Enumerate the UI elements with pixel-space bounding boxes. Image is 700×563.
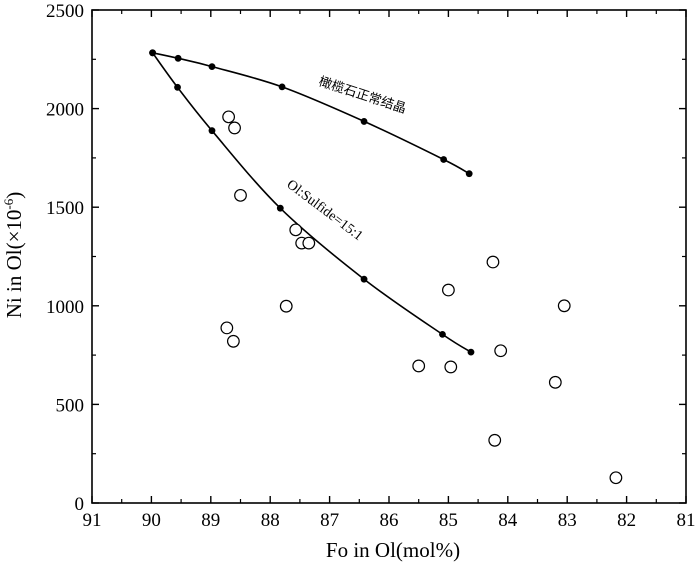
points: [149, 49, 623, 485]
filled-data-point: [149, 49, 156, 57]
y-tick-label: 1500: [46, 198, 84, 219]
open-data-point: [220, 321, 234, 335]
x-tick-label: 81: [677, 510, 696, 531]
x-tick-label: 91: [83, 510, 102, 531]
filled-data-point: [174, 83, 181, 91]
x-tick-label: 90: [142, 510, 161, 531]
filled-data-point: [174, 54, 182, 62]
filled-data-point: [439, 330, 446, 338]
open-data-point: [609, 471, 623, 485]
open-data-point: [289, 223, 303, 237]
open-data-point: [486, 255, 500, 269]
x-tick-label: 82: [617, 510, 636, 531]
open-data-point: [412, 359, 426, 373]
x-axis-title: Fo in Ol(mol%): [326, 538, 460, 562]
x-tick-label: 89: [201, 510, 220, 531]
open-data-point: [444, 360, 458, 374]
series-curve-0: [152, 52, 470, 175]
open-data-point: [557, 299, 571, 313]
filled-data-point: [467, 348, 475, 356]
open-data-point: [494, 344, 508, 358]
filled-data-point: [440, 156, 448, 163]
filled-data-point: [360, 118, 368, 125]
y-tick-label: 2500: [46, 1, 84, 22]
filled-data-point: [276, 204, 284, 212]
y-axis-title-main: Ni in Ol(×10: [2, 210, 26, 319]
y-axis-title: Ni in Ol(×10-6): [1, 192, 26, 319]
open-data-point: [226, 334, 240, 348]
open-data-point: [228, 121, 241, 135]
y-tick-label: 2000: [46, 100, 84, 121]
x-tick-label: 83: [558, 510, 577, 531]
x-tick-label: 84: [498, 510, 518, 531]
filled-data-point: [278, 83, 286, 91]
x-tick-label: 88: [261, 510, 280, 531]
x-tick-label: 87: [320, 510, 339, 531]
series-label-normal-crystallization: 橄榄石正常结晶: [317, 74, 409, 117]
y-tick-label: 500: [56, 395, 85, 416]
x-tick-label: 86: [380, 510, 399, 531]
filled-data-point: [360, 275, 368, 283]
filled-data-point: [208, 63, 216, 70]
filled-data-point: [208, 127, 216, 135]
plot-frame: [91, 9, 687, 504]
y-axis-title-end: ): [2, 192, 26, 199]
open-data-point: [488, 433, 502, 447]
y-tick-label: 0: [75, 494, 85, 515]
axes: 91 90 89 88 87 86 85 84 83 82 81 0 500 1000 1500 2000 25…: [46, 1, 696, 531]
x-tick-label: 85: [439, 510, 458, 531]
open-data-point: [234, 188, 247, 202]
filled-data-point: [465, 170, 473, 178]
open-data-point: [302, 236, 316, 250]
open-data-point: [442, 283, 455, 297]
open-data-point: [548, 375, 562, 389]
y-tick-label: 1000: [46, 297, 84, 318]
open-data-point: [279, 299, 293, 313]
y-axis-title-sup: -6: [1, 198, 16, 209]
open-data-point: [222, 110, 236, 124]
